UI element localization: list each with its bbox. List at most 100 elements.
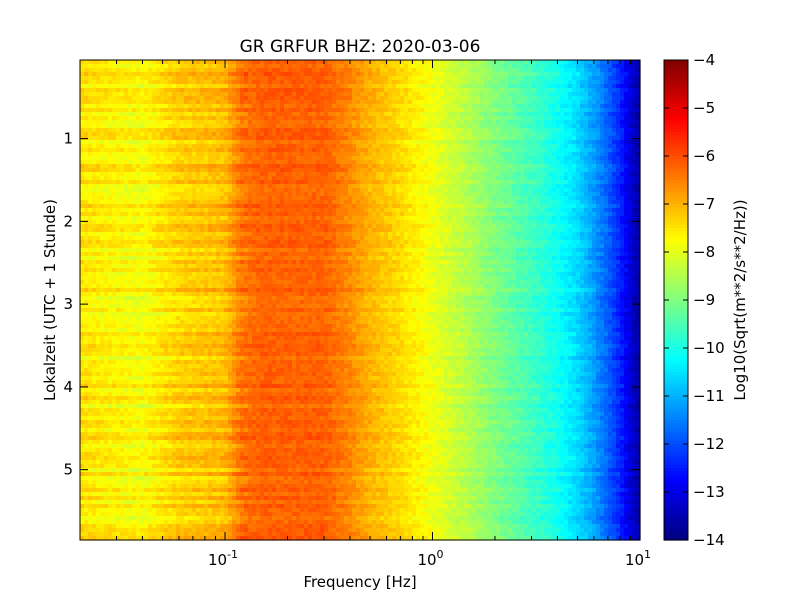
heatmap-cell [244,300,249,305]
heatmap-cell [124,104,129,109]
heatmap-cell [120,380,125,385]
heatmap-cell [184,504,189,509]
heatmap-cell [224,244,229,249]
heatmap-cell [184,516,189,521]
heatmap-cell [96,516,101,521]
heatmap-cell [104,204,109,209]
heatmap-cell [244,124,249,129]
heatmap-cell [168,444,173,449]
heatmap-cell [148,128,153,133]
heatmap-cell [100,356,105,361]
heatmap-cell [84,464,89,469]
heatmap-cell [188,96,193,101]
heatmap-cell [136,60,141,65]
heatmap-cell [212,172,217,177]
heatmap-cell [208,152,213,157]
heatmap-cell [172,336,177,341]
heatmap-cell [104,264,109,269]
heatmap-cell [224,128,229,133]
heatmap-cell [192,72,197,77]
heatmap-cell [212,260,217,265]
heatmap-cell [132,528,137,533]
heatmap-cell [84,228,89,233]
heatmap-cell [188,320,193,325]
heatmap-cell [180,132,185,137]
heatmap-cell [108,332,113,337]
heatmap-cell [232,412,237,417]
heatmap-cell [144,200,149,205]
heatmap-cell [236,372,241,377]
heatmap-cell [224,152,229,157]
heatmap-cell [92,60,97,65]
heatmap-cell [108,396,113,401]
heatmap-cell [136,320,141,325]
heatmap-cell [92,348,97,353]
heatmap-cell [164,144,169,149]
heatmap-cell [192,520,197,525]
heatmap-cell [196,404,201,409]
heatmap-cell [180,116,185,121]
heatmap-cell [92,400,97,405]
heatmap-cell [100,136,105,141]
heatmap-cell [108,184,113,189]
heatmap-cell [124,120,129,125]
heatmap-cell [216,216,221,221]
heatmap-cell [208,352,213,357]
heatmap-cell [228,444,233,449]
heatmap-cell [244,148,249,153]
heatmap-cell [148,280,153,285]
heatmap-cell [208,484,213,489]
heatmap-cell [188,172,193,177]
heatmap-cell [176,156,181,161]
heatmap-cell [240,532,245,537]
heatmap-cell [144,468,149,473]
heatmap-cell [120,352,125,357]
heatmap-cell [216,348,221,353]
heatmap-cell [112,268,117,273]
heatmap-cell [128,524,133,529]
heatmap-cell [116,288,121,293]
heatmap-cell [108,308,113,313]
heatmap-cell [108,76,113,81]
heatmap-cell [200,368,205,373]
heatmap-cell [172,192,177,197]
heatmap-cell [200,440,205,445]
heatmap-cell [112,516,117,521]
heatmap-cell [156,240,161,245]
heatmap-cell [132,516,137,521]
heatmap-cell [108,84,113,89]
heatmap-cell [136,456,141,461]
heatmap-cell [140,188,145,193]
heatmap-cell [120,348,125,353]
heatmap-cell [184,456,189,461]
heatmap-cell [236,136,241,141]
heatmap-cell [84,236,89,241]
heatmap-cell [180,128,185,133]
heatmap-cell [148,76,153,81]
heatmap-cell [220,372,225,377]
heatmap-cell [156,280,161,285]
heatmap-cell [240,456,245,461]
heatmap-cell [132,524,137,529]
heatmap-cell [148,496,153,501]
heatmap-cell [84,60,89,65]
heatmap-cell [108,104,113,109]
heatmap-cell [112,212,117,217]
heatmap-cell [216,504,221,509]
heatmap-cell [188,152,193,157]
heatmap-cell [196,508,201,513]
heatmap-cell [92,504,97,509]
heatmap-cell [156,104,161,109]
heatmap-cell [140,116,145,121]
heatmap-cell [156,212,161,217]
heatmap-cell [108,188,113,193]
heatmap-cell [144,392,149,397]
heatmap-cell [208,340,213,345]
heatmap-cell [232,252,237,257]
heatmap-cell [216,364,221,369]
heatmap-cell [240,320,245,325]
heatmap-cell [128,256,133,261]
heatmap-cell [200,400,205,405]
heatmap-cell [240,488,245,493]
heatmap-cell [80,516,85,521]
